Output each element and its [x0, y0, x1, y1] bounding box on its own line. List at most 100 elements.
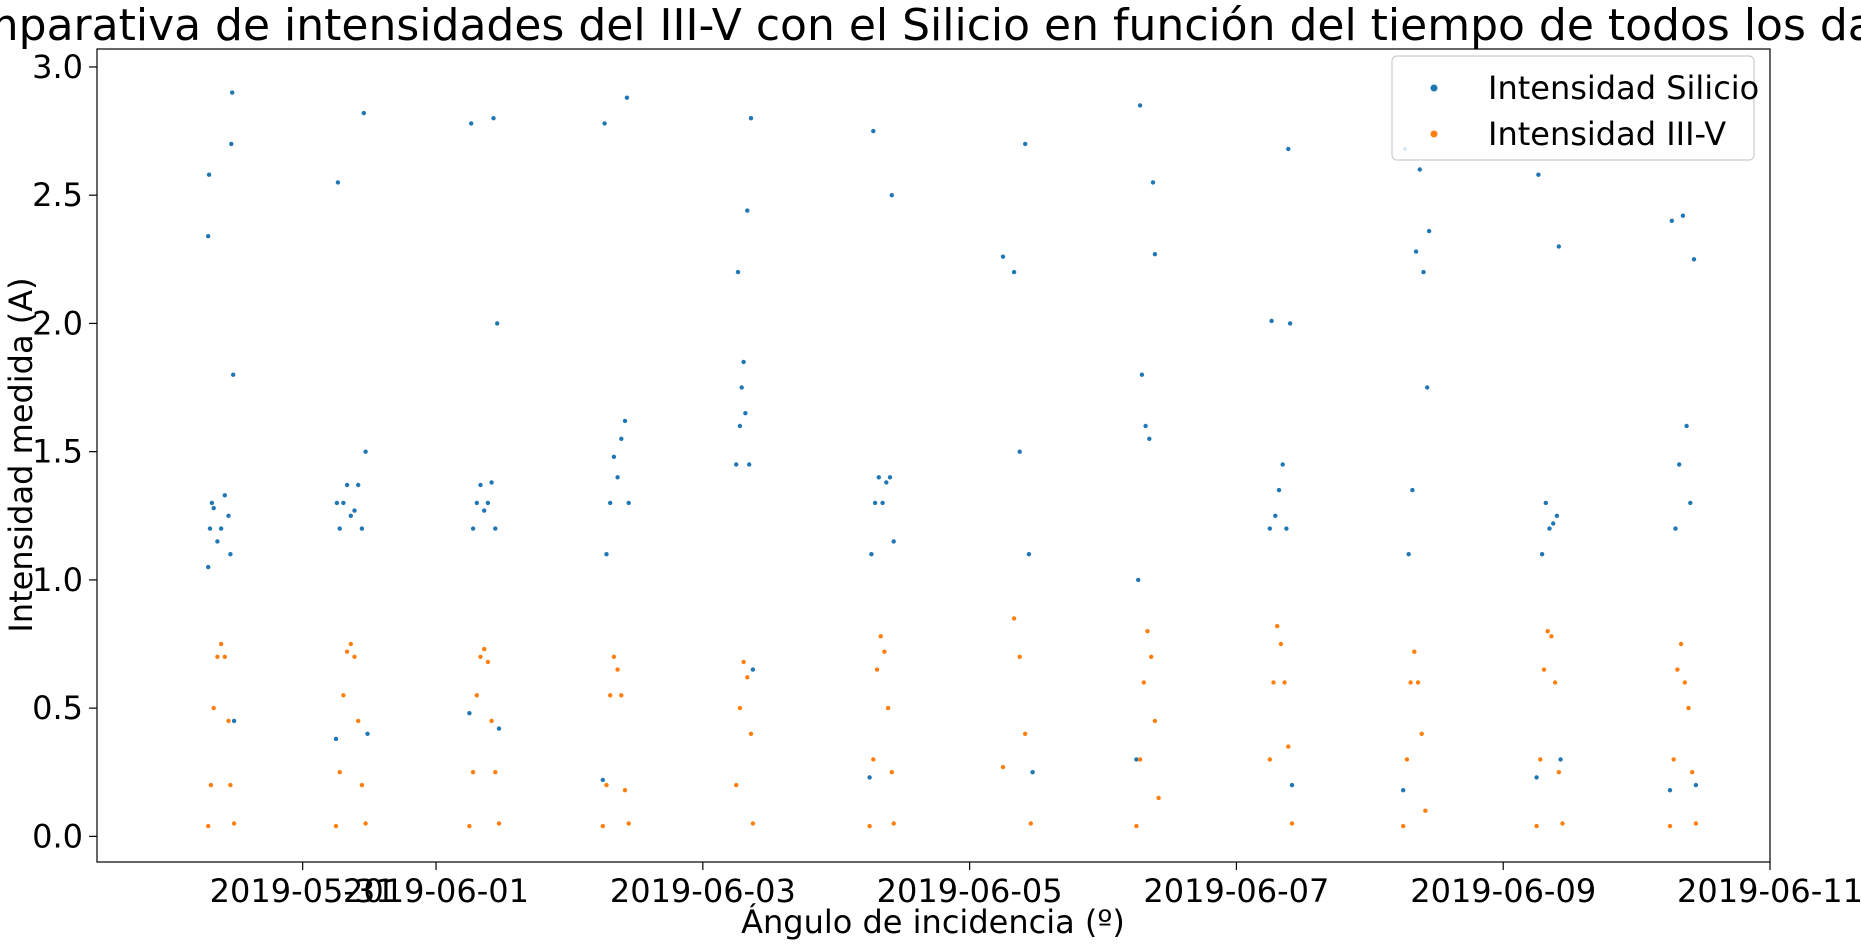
data-point	[1137, 757, 1143, 762]
data-point	[1678, 641, 1684, 647]
data-point	[491, 116, 496, 121]
data-point	[615, 475, 620, 480]
data-point	[1412, 649, 1417, 654]
data-point	[496, 726, 502, 731]
data-point	[489, 480, 494, 485]
x-tick-label: 2019-06-07	[1143, 872, 1329, 910]
data-point	[1022, 141, 1028, 147]
data-point	[1693, 821, 1699, 826]
data-point	[1423, 808, 1428, 813]
data-point	[344, 649, 350, 654]
data-point	[1667, 788, 1673, 793]
data-point	[867, 775, 872, 780]
data-point	[356, 482, 361, 488]
data-point	[1134, 757, 1139, 762]
data-point	[1017, 654, 1022, 659]
data-point	[1534, 823, 1539, 829]
data-point	[1691, 257, 1697, 262]
points-layer	[206, 90, 1699, 829]
data-point	[337, 526, 342, 531]
data-point	[1545, 629, 1550, 634]
data-point	[1284, 526, 1289, 531]
data-point	[470, 526, 476, 531]
data-point	[231, 372, 236, 377]
x-tick-label: 2019-06-11	[1677, 872, 1861, 910]
data-point	[1017, 449, 1022, 454]
data-point	[1289, 782, 1295, 788]
data-point	[891, 821, 896, 826]
data-point	[493, 526, 498, 531]
y-tick-label: 3.0	[32, 48, 83, 86]
data-point	[871, 757, 876, 762]
data-point	[604, 552, 609, 557]
y-tick-label: 1.5	[32, 433, 83, 471]
data-point	[887, 475, 893, 480]
data-point	[485, 500, 491, 506]
data-point	[615, 667, 620, 672]
data-point	[1267, 526, 1273, 531]
data-point	[1286, 744, 1291, 749]
data-point	[1028, 821, 1034, 826]
series-1	[206, 616, 1699, 829]
data-point	[1426, 228, 1432, 234]
chart-title: Comparativa de intensidades del III-V co…	[0, 0, 1861, 51]
y-tick-label: 0.5	[32, 689, 83, 727]
data-point	[1556, 770, 1562, 775]
data-point	[1000, 764, 1006, 770]
data-point	[1686, 705, 1691, 711]
legend-label-iiiv: Intensidad III-V	[1488, 115, 1726, 153]
data-point	[880, 500, 885, 506]
data-point	[470, 770, 476, 775]
data-point	[229, 141, 234, 147]
data-point	[889, 193, 894, 198]
legend-marker-silicio	[1430, 84, 1438, 92]
data-point	[359, 782, 365, 788]
data-point	[735, 269, 741, 275]
plot-frame	[96, 48, 1771, 863]
data-point	[1667, 823, 1673, 829]
data-point	[1141, 680, 1147, 685]
data-point	[344, 482, 350, 488]
data-point	[1147, 436, 1152, 441]
data-point	[878, 634, 883, 639]
data-point	[211, 505, 216, 511]
data-point	[626, 500, 631, 506]
data-point	[1145, 629, 1150, 634]
data-point	[1134, 823, 1139, 829]
data-point	[1000, 254, 1006, 259]
data-point	[1539, 552, 1545, 557]
x-tick-label: 2019-06-05	[877, 872, 1063, 910]
data-point	[1547, 526, 1552, 531]
data-point	[1152, 252, 1158, 257]
data-point	[1541, 667, 1547, 672]
data-point	[624, 95, 630, 100]
data-point	[228, 782, 233, 788]
data-point	[485, 659, 491, 665]
y-tick-label: 0.0	[32, 817, 83, 855]
data-point	[1543, 500, 1549, 506]
data-point	[1275, 623, 1280, 629]
data-point	[1421, 269, 1426, 275]
data-point	[611, 654, 617, 659]
data-point	[1552, 680, 1558, 685]
data-point	[1684, 423, 1689, 429]
data-point	[206, 564, 211, 570]
data-point	[891, 539, 896, 544]
data-point	[1278, 641, 1284, 647]
data-point	[734, 782, 739, 788]
data-point	[206, 234, 211, 239]
x-tick-label: 2019-06-03	[610, 872, 796, 910]
data-point	[1406, 552, 1411, 557]
y-tick-label: 2.5	[32, 176, 83, 214]
data-point	[1419, 731, 1424, 736]
data-point	[619, 436, 624, 441]
data-point	[1551, 521, 1556, 526]
data-point	[1289, 821, 1295, 826]
data-point	[1143, 423, 1148, 429]
data-point	[231, 821, 237, 826]
data-point	[365, 731, 370, 736]
y-tick-label: 2.0	[32, 304, 83, 342]
data-point	[1030, 770, 1035, 775]
data-point	[333, 736, 339, 742]
